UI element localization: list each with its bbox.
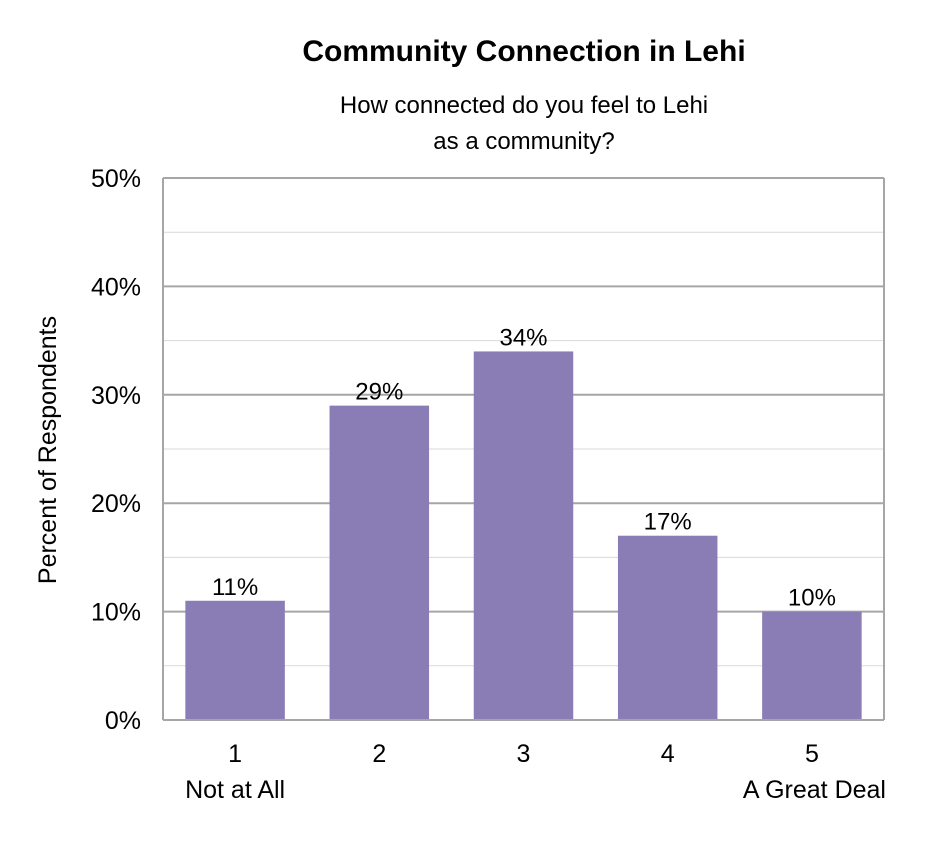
y-tick-label: 20% <box>91 490 141 518</box>
data-label-2: 29% <box>355 379 403 406</box>
x-tick-sublabel-5: A Great Deal <box>743 776 886 804</box>
data-label-1: 11% <box>212 574 258 601</box>
plot-area: 0% 10% 20% 30% 40% 50% 11% 1 Not at All 29% 2 34% 3 1… <box>91 165 886 804</box>
bar-5 <box>762 611 862 720</box>
data-label-3: 34% <box>499 324 547 351</box>
x-tick-sublabel-1: Not at All <box>185 776 285 804</box>
chart-subtitle-line-1: How connected do you feel to Lehi <box>340 92 708 119</box>
x-tick-label-5: 5 <box>805 740 819 768</box>
y-tick-label: 0% <box>105 707 141 735</box>
x-tick-label-1: 1 <box>228 740 242 768</box>
y-axis-label: Percent of Respondents <box>34 316 62 584</box>
bar-1 <box>185 600 285 720</box>
y-tick-label: 10% <box>91 599 141 627</box>
data-label-5: 10% <box>788 585 836 612</box>
x-tick-label-4: 4 <box>661 740 675 768</box>
y-tick-label: 50% <box>91 165 141 193</box>
y-tick-label: 30% <box>91 382 141 410</box>
x-tick-label-2: 2 <box>372 740 386 768</box>
bar-3 <box>473 351 574 720</box>
chart-subtitle-line-2: as a community? <box>433 128 614 155</box>
chart-title: Community Connection in Lehi <box>302 35 745 68</box>
bar-4 <box>617 535 718 720</box>
y-tick-label: 40% <box>91 273 141 301</box>
data-label-4: 17% <box>644 509 692 536</box>
bar-2 <box>329 405 430 720</box>
x-tick-label-3: 3 <box>517 740 531 768</box>
